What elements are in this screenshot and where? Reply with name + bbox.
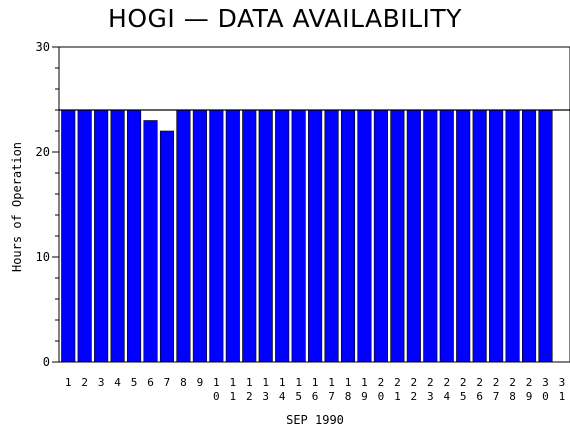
bars-layer [61, 109, 553, 363]
bar-29 [521, 109, 537, 363]
bar-14 [275, 109, 290, 363]
y-tick-label: 0 [43, 355, 50, 369]
bar-17 [324, 109, 339, 363]
bar-19 [357, 109, 372, 363]
bar-3 [94, 109, 109, 363]
y-tick-label: 30 [36, 40, 50, 54]
bar-5 [127, 109, 142, 363]
bar-2 [77, 109, 92, 363]
bar-12 [242, 109, 257, 363]
y-tick-label: 20 [36, 145, 50, 159]
bar-9 [192, 109, 207, 363]
bar-22 [406, 109, 421, 363]
bar-7 [159, 130, 175, 363]
y-axis-title: Hours of Operation [10, 142, 24, 272]
x-axis-title: SEP 1990 [286, 413, 344, 427]
x-tick-label-6: 6 [147, 376, 154, 389]
plot-border [58, 46, 570, 363]
bar-30 [538, 109, 553, 363]
x-tick-label-4: 4 [114, 376, 121, 389]
bar-20 [373, 109, 388, 363]
bar-23 [423, 109, 438, 363]
plot-frame [58, 46, 570, 363]
x-tick-label-3: 3 [98, 376, 105, 389]
x-tick-label-8: 8 [180, 376, 187, 389]
bar-21 [390, 109, 405, 363]
chart-title: HOGI — DATA AVAILABILITY [108, 4, 462, 33]
x-tick-label-7: 7 [164, 376, 171, 389]
x-axis: 1 2 3 4 5 6 7 8 9 1 01 11 21 31 41 51 61 71 81 92 02 12 22 32 42… [65, 376, 565, 403]
bar-25 [456, 109, 471, 363]
x-tick-label-9: 9 [197, 376, 204, 389]
bar-11 [225, 109, 240, 363]
bar-1 [61, 109, 76, 363]
bar-28 [505, 109, 520, 363]
x-tick-label-2: 2 [81, 376, 88, 389]
x-tick-label-5: 5 [131, 376, 138, 389]
bar-4 [110, 109, 125, 363]
bar-15 [291, 109, 306, 363]
bar-8 [176, 109, 191, 363]
bar-13 [258, 109, 273, 363]
bar-6 [143, 120, 158, 363]
bar-27 [489, 109, 504, 363]
y-tick-label: 10 [36, 250, 50, 264]
bar-18 [340, 109, 356, 363]
bar-16 [308, 109, 323, 363]
bar-24 [439, 109, 454, 363]
x-tick-label-1: 1 [65, 376, 72, 389]
y-axis: 0 10 20 30 [36, 40, 59, 369]
bar-10 [209, 109, 224, 363]
bar-26 [472, 109, 487, 363]
